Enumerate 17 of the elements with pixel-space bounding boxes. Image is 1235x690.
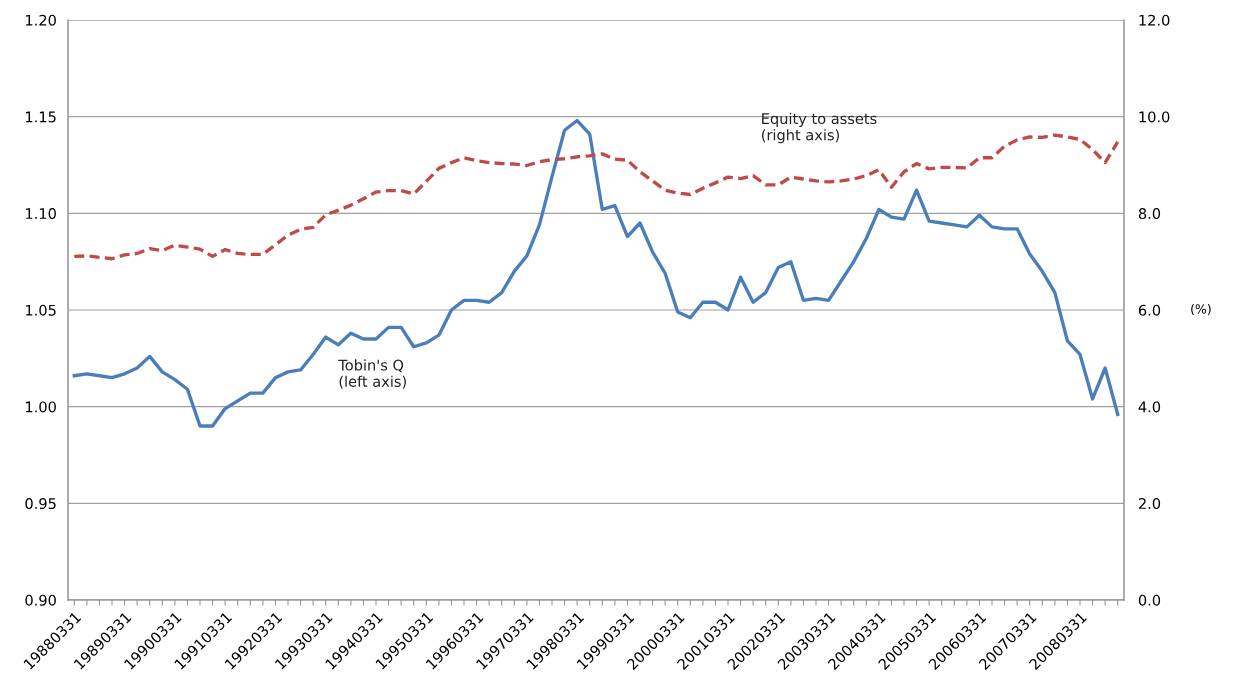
- y2-tick-label: 12.0: [1139, 14, 1170, 26]
- series-label: Equity to assets (right axis): [761, 112, 877, 144]
- y-tick-label: 1.20: [26, 14, 56, 26]
- y-tick-label: 1.05: [26, 304, 56, 316]
- y2-tick-label: 0.0: [1138, 594, 1161, 606]
- y2-tick-label: 2.0: [1138, 498, 1161, 510]
- y2-axis-title: (%): [1191, 303, 1211, 316]
- y2-tick-label: 10.0: [1139, 111, 1170, 123]
- y-tick-label: 1.15: [26, 111, 56, 123]
- y-tick-label: 1.00: [26, 401, 56, 413]
- series-label: Tobin's Q (left axis): [338, 359, 406, 389]
- y2-tick-label: 6.0: [1138, 304, 1161, 316]
- y-tick-label: 0.90: [25, 594, 56, 606]
- y-tick-label: 0.95: [25, 498, 56, 510]
- y2-tick-label: 4.0: [1138, 401, 1161, 413]
- y2-tick-label: 8.0: [1138, 208, 1161, 220]
- y-tick-label: 1.10: [26, 208, 56, 220]
